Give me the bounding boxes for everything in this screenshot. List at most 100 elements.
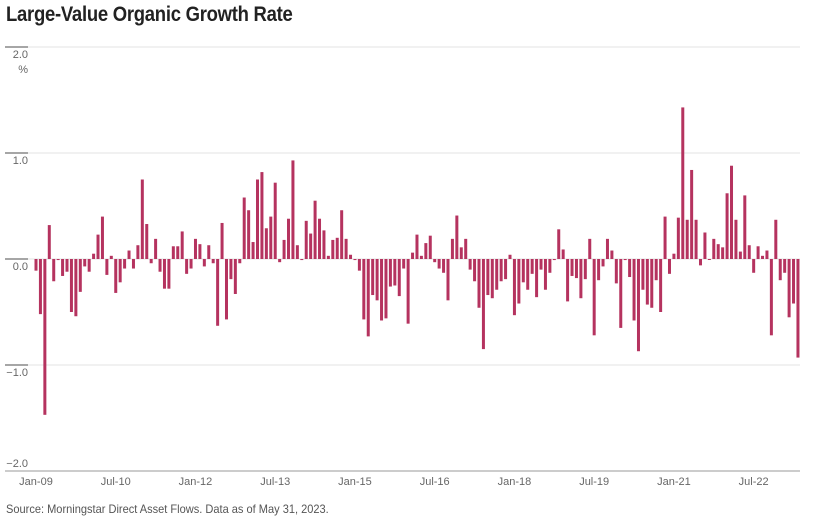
bar (242, 197, 246, 259)
bar (118, 259, 122, 283)
bar (716, 244, 720, 259)
bar (52, 259, 56, 282)
bar (340, 210, 344, 259)
bar (304, 220, 308, 259)
bar (490, 259, 494, 299)
bar (561, 249, 565, 259)
x-tick-label: Jan-12 (179, 476, 213, 488)
bar (738, 251, 742, 259)
bar (756, 246, 760, 259)
bar (349, 254, 353, 259)
bar (362, 259, 366, 320)
x-tick-label: Jan-18 (498, 476, 532, 488)
bar (778, 259, 782, 281)
bar (167, 259, 171, 289)
bar (282, 239, 286, 259)
bar (517, 259, 521, 304)
bar (455, 215, 459, 259)
bar (699, 259, 702, 266)
bar (499, 259, 503, 282)
x-tick-label: Jul-16 (420, 476, 450, 488)
bar (397, 259, 401, 297)
bar (752, 259, 756, 273)
bar (393, 259, 397, 286)
bar (180, 231, 184, 259)
bar (185, 259, 189, 274)
bar (123, 259, 127, 269)
bar (765, 250, 769, 259)
bar (207, 245, 211, 259)
bar (131, 259, 135, 269)
bar (331, 239, 335, 259)
bar (34, 259, 38, 271)
bar (557, 229, 561, 259)
bar (619, 259, 623, 328)
bar (685, 219, 689, 259)
x-tick-label: Jul-19 (579, 476, 609, 488)
bar (224, 259, 228, 320)
bar (477, 259, 481, 308)
bar (539, 259, 543, 270)
bar (127, 250, 131, 259)
bar (721, 247, 725, 259)
bar (579, 259, 583, 299)
bar (566, 259, 570, 302)
bar (140, 179, 144, 259)
bar (526, 259, 530, 290)
bar (402, 259, 406, 269)
bar (65, 259, 69, 272)
y-tick-label: 1.0 (13, 155, 28, 167)
bar (318, 218, 322, 259)
bar (473, 259, 477, 282)
bar (495, 259, 499, 290)
y-tick-label: 0.0 (13, 261, 28, 273)
bar (251, 242, 255, 259)
bar (114, 259, 118, 293)
bar (433, 259, 437, 263)
bar (548, 259, 552, 273)
bar (552, 259, 556, 261)
bar (645, 259, 649, 305)
bar (761, 255, 765, 259)
bar (198, 244, 202, 259)
bar (176, 246, 180, 259)
bar (650, 259, 654, 308)
bar (193, 238, 197, 259)
bar (694, 219, 698, 259)
bar (437, 259, 441, 269)
bar (614, 259, 618, 284)
bar (149, 259, 153, 264)
bar (508, 254, 512, 259)
bar (371, 259, 375, 296)
bar (769, 259, 773, 336)
bar (481, 259, 485, 350)
bar (428, 235, 432, 259)
bar (145, 224, 149, 259)
bar (300, 259, 304, 261)
chart-title: Large-Value Organic Growth Rate (6, 3, 293, 26)
bar (69, 259, 73, 312)
bar (291, 160, 295, 259)
bar (783, 259, 787, 273)
bar (512, 259, 516, 316)
bar (535, 259, 539, 298)
bar (681, 107, 685, 259)
bar (43, 259, 47, 415)
bar (158, 259, 162, 272)
bar (415, 234, 419, 259)
bar (406, 259, 410, 324)
bar (743, 195, 747, 259)
bar (676, 217, 680, 259)
bar (211, 259, 215, 264)
bar (309, 233, 313, 259)
bar (570, 259, 574, 276)
bar (703, 232, 707, 259)
bar (380, 259, 384, 321)
bar (202, 259, 206, 267)
bar (326, 255, 330, 259)
x-tick-label: Jan-21 (657, 476, 691, 488)
bar (388, 259, 392, 287)
bar (47, 225, 51, 259)
